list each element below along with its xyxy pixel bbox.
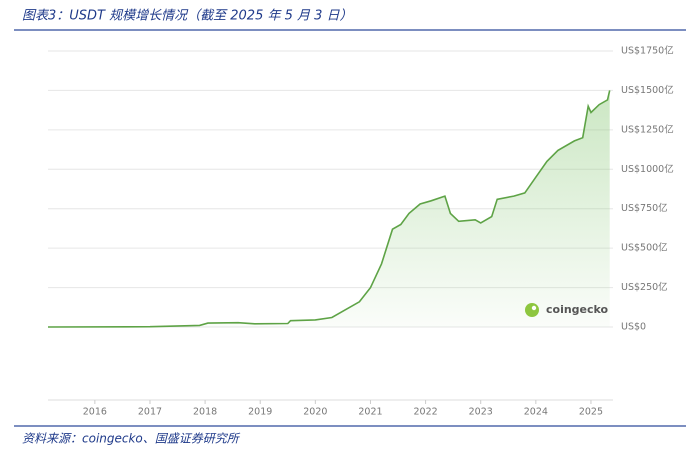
watermark-icon [525, 303, 539, 317]
watermark-icon-eye [531, 305, 537, 311]
x-tick-label: 2019 [248, 407, 272, 418]
chart-title: 图表3：USDT 规模增长情况（截至 2025 年 5 月 3 日） [22, 8, 353, 24]
area-fill [48, 90, 610, 328]
x-tick-label: 2023 [469, 407, 493, 418]
y-tick-label: US$0 [621, 322, 646, 333]
y-tick-label: US$750亿 [621, 202, 668, 214]
x-tick-label: 2021 [358, 407, 382, 418]
x-tick-label: 2022 [413, 407, 437, 418]
x-tick-label: 2017 [138, 407, 162, 418]
x-tick-label: 2020 [303, 407, 327, 418]
y-tick-label: US$1250亿 [621, 123, 674, 135]
x-tick-label: 2025 [579, 407, 603, 418]
plot: US$0 US$250亿 US$500亿 US$750亿 US$1000亿 US$1250… [47, 45, 674, 418]
y-tick-label: US$1750亿 [621, 45, 674, 57]
x-tick-label: 2018 [193, 407, 217, 418]
x-tick-label: 2024 [524, 407, 548, 418]
y-tick-label: US$1500亿 [621, 84, 674, 96]
watermark: coingecko [546, 303, 609, 316]
source-note: 资料来源：coingecko、国盛证券研究所 [22, 432, 241, 446]
y-tick-label: US$1000亿 [621, 163, 674, 175]
y-tick-label: US$500亿 [621, 242, 668, 254]
x-tick-label: 2016 [83, 407, 107, 418]
y-tick-label: US$250亿 [621, 281, 668, 293]
line [47, 90, 611, 328]
